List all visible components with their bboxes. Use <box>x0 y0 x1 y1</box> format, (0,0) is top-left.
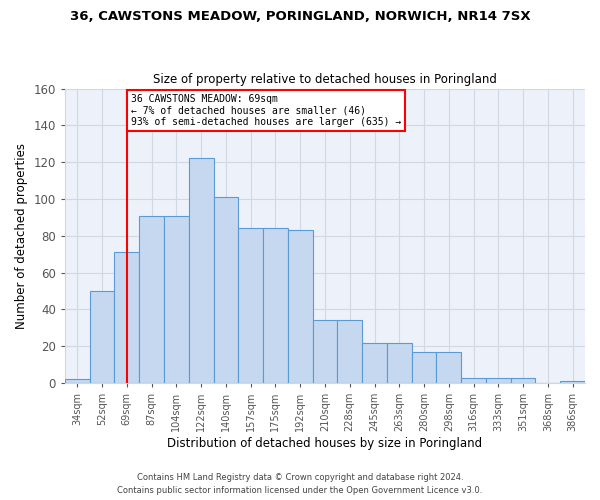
Bar <box>362 342 387 383</box>
Bar <box>115 252 139 383</box>
Bar <box>387 342 412 383</box>
Bar <box>511 378 535 383</box>
Bar <box>189 158 214 383</box>
Bar <box>90 291 115 383</box>
Bar <box>214 197 238 383</box>
Bar <box>263 228 288 383</box>
Bar <box>288 230 313 383</box>
Bar <box>486 378 511 383</box>
Bar <box>412 352 436 383</box>
Bar <box>65 380 90 383</box>
Y-axis label: Number of detached properties: Number of detached properties <box>15 143 28 329</box>
Text: Contains HM Land Registry data © Crown copyright and database right 2024.
Contai: Contains HM Land Registry data © Crown c… <box>118 474 482 495</box>
Bar <box>139 216 164 383</box>
Text: 36 CAWSTONS MEADOW: 69sqm
← 7% of detached houses are smaller (46)
93% of semi-d: 36 CAWSTONS MEADOW: 69sqm ← 7% of detach… <box>131 94 401 128</box>
Text: 36, CAWSTONS MEADOW, PORINGLAND, NORWICH, NR14 7SX: 36, CAWSTONS MEADOW, PORINGLAND, NORWICH… <box>70 10 530 23</box>
Bar <box>238 228 263 383</box>
X-axis label: Distribution of detached houses by size in Poringland: Distribution of detached houses by size … <box>167 437 482 450</box>
Title: Size of property relative to detached houses in Poringland: Size of property relative to detached ho… <box>153 73 497 86</box>
Bar <box>164 216 189 383</box>
Bar <box>337 320 362 383</box>
Bar <box>560 381 585 383</box>
Bar <box>313 320 337 383</box>
Bar <box>461 378 486 383</box>
Bar <box>436 352 461 383</box>
